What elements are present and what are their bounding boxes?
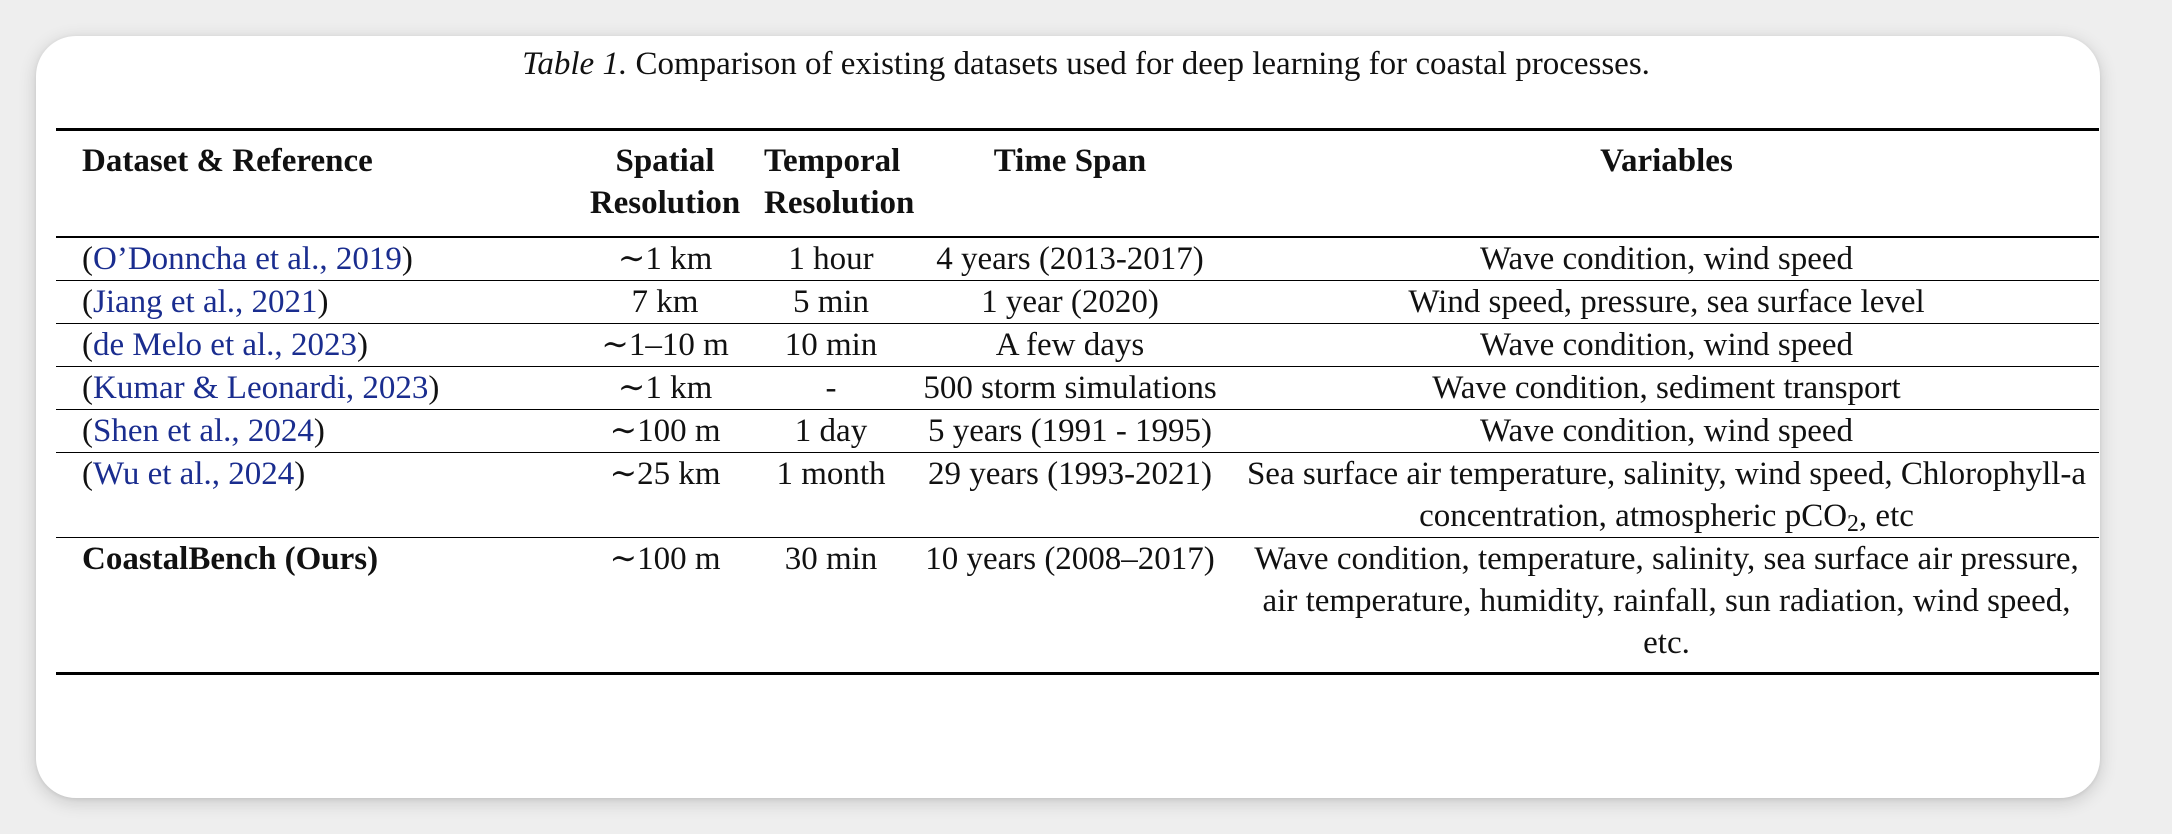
citation-link[interactable]: Shen et al., 2024 [93,413,314,449]
datasets-table: Dataset & Reference Spatial Resolution Te… [56,128,2099,675]
header-spatial: Spatial Resolution [574,129,756,238]
citation-link[interactable]: Jiang et al., 2021 [93,284,318,320]
dataset-reference: (O’Donncha et al., 2019) [56,237,574,281]
variables-cell: Wave condition, temperature, salinity, s… [1254,541,2079,661]
variables-cell: Wind speed, pressure, sea surface level [1234,280,2099,324]
header-time-span: Time Span [906,129,1234,238]
temporal-cell: 1 hour [756,237,906,281]
header-temporal: Temporal Resolution [756,129,914,238]
header-variables: Variables [1234,129,2099,238]
dataset-reference: (Kumar & Leonardi, 2023) [56,366,574,410]
dataset-name-ours: CoastalBench (Ours) [82,541,379,577]
time-span-cell: 5 years (1991 - 1995) [906,409,1234,453]
table-row: (de Melo et al., 2023) ∼1–10 m 10 min A … [56,323,2099,367]
variables-cell: Wave condition, wind speed [1234,323,2099,367]
table-row: (Shen et al., 2024) ∼100 m 1 day 5 years… [56,409,2099,453]
citation-link[interactable]: Wu et al., 2024 [93,456,295,492]
header-dataset: Dataset & Reference [56,129,574,238]
dataset-reference: (de Melo et al., 2023) [56,323,574,367]
temporal-cell: 30 min [784,541,878,577]
table-row: (Wu et al., 2024) ∼25 km 1 month 29 year… [56,452,2099,538]
variables-cell: Wave condition, sediment transport [1234,366,2099,410]
variables-cell: Sea surface air temperature, salinity, w… [1234,452,2099,538]
temporal-cell: 1 month [756,452,906,538]
time-span-cell: 500 storm simulations [906,366,1234,410]
time-span-cell: A few days [906,323,1234,367]
temporal-cell: 1 day [756,409,906,453]
temporal-cell: - [756,366,906,410]
spatial-cell: ∼100 m [609,541,721,577]
spatial-cell: ∼25 km [574,452,756,538]
spatial-cell: ∼1 km [574,237,756,281]
caption-label: Table 1. [522,46,628,82]
table-row: (Jiang et al., 2021) 7 km 5 min 1 year (… [56,280,2099,324]
header-row: Dataset & Reference Spatial Resolution Te… [56,129,2099,238]
temporal-cell: 10 min [756,323,906,367]
dataset-reference: (Wu et al., 2024) [56,452,574,538]
variables-cell: Wave condition, wind speed [1234,409,2099,453]
dataset-reference: (Jiang et al., 2021) [56,280,574,324]
citation-link[interactable]: de Melo et al., 2023 [93,327,357,363]
table-row-ours: CoastalBench (Ours) ∼100 m 30 min 10 yea… [56,538,2099,674]
time-span-cell: 1 year (2020) [906,280,1234,324]
time-span-cell: 10 years (2008–2017) [925,541,1215,577]
spatial-cell: 7 km [574,280,756,324]
table-caption: Table 1. Comparison of existing datasets… [0,44,2172,84]
table-row: (Kumar & Leonardi, 2023) ∼1 km - 500 sto… [56,366,2099,410]
citation-link[interactable]: Kumar & Leonardi, 2023 [93,370,429,406]
time-span-cell: 29 years (1993-2021) [906,452,1234,538]
dataset-reference: (Shen et al., 2024) [56,409,574,453]
spatial-cell: ∼1 km [574,366,756,410]
spatial-cell: ∼1–10 m [574,323,756,367]
caption-text: Comparison of existing datasets used for… [635,46,1650,82]
spatial-cell: ∼100 m [574,409,756,453]
time-span-cell: 4 years (2013-2017) [906,237,1234,281]
temporal-cell: 5 min [756,280,906,324]
table-row: (O’Donncha et al., 2019) ∼1 km 1 hour 4 … [56,237,2099,281]
citation-link[interactable]: O’Donncha et al., 2019 [93,241,402,277]
variables-cell: Wave condition, wind speed [1234,237,2099,281]
